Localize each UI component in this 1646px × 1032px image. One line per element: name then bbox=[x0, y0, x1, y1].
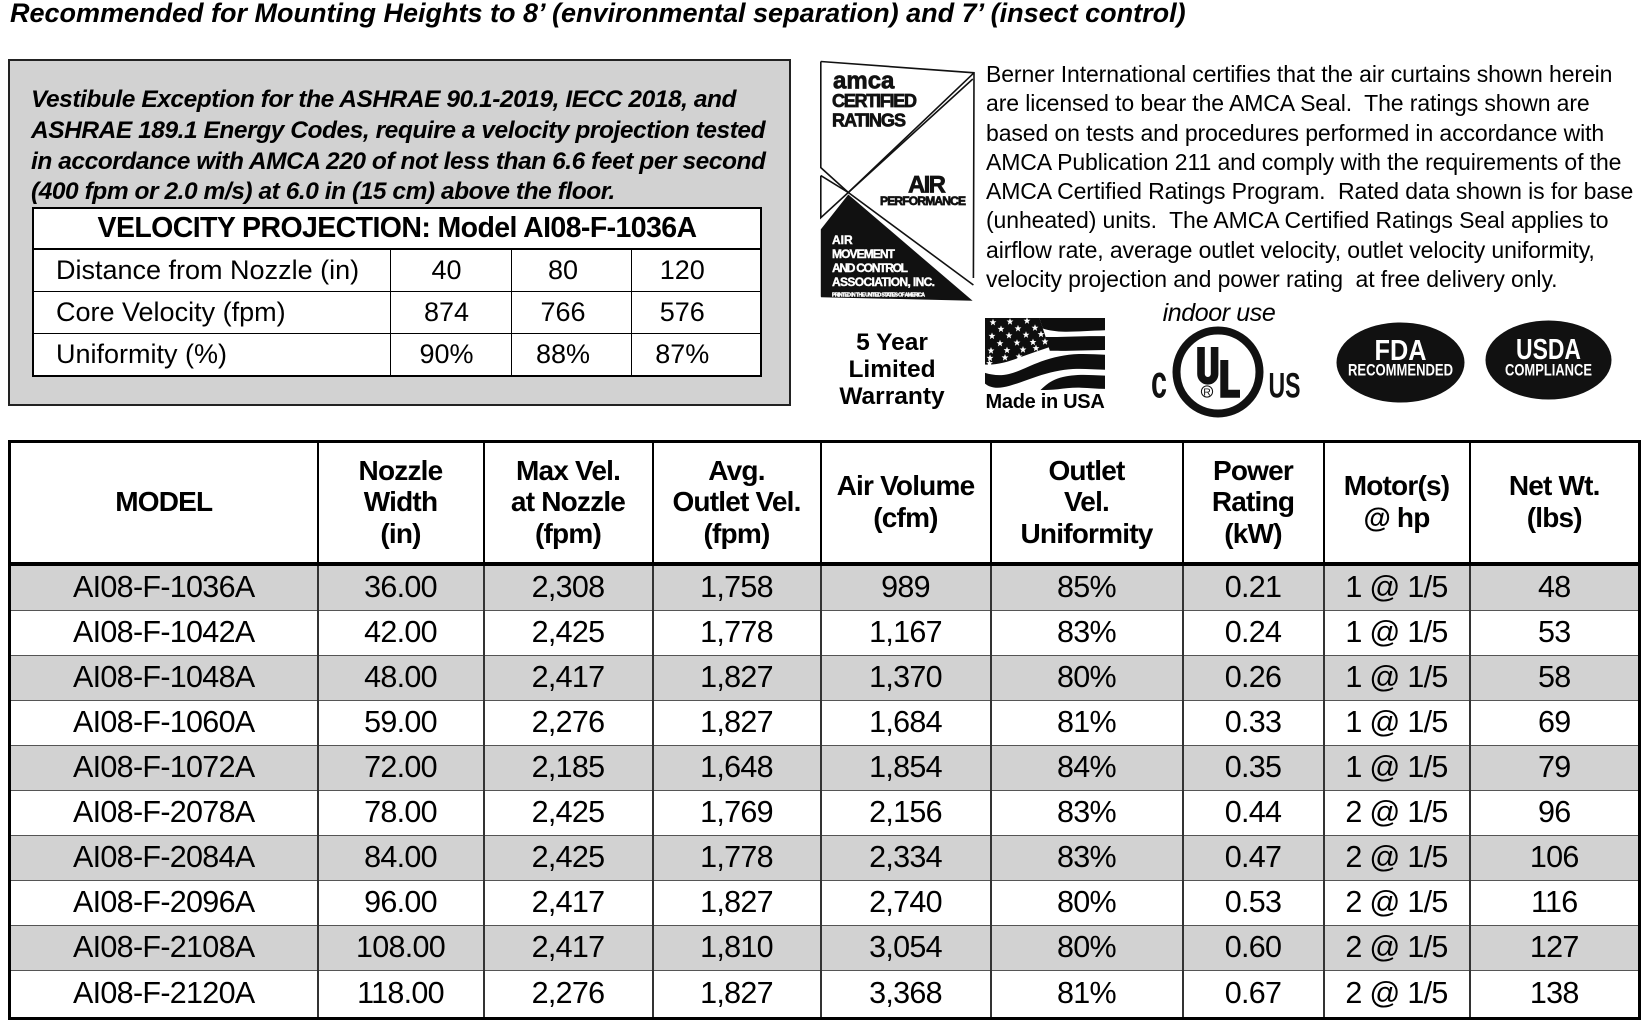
svg-text:R: R bbox=[1203, 386, 1211, 398]
svg-text:CERTIFIED: CERTIFIED bbox=[832, 91, 917, 111]
svg-text:amca: amca bbox=[833, 68, 895, 95]
svg-text:PRINTED IN THE UNITED STATES O: PRINTED IN THE UNITED STATES OF AMERICA bbox=[832, 293, 925, 299]
svg-text:AND CONTROL: AND CONTROL bbox=[832, 261, 908, 275]
svg-text:RATINGS: RATINGS bbox=[832, 111, 906, 131]
svg-text:USDA: USDA bbox=[1516, 334, 1581, 366]
svg-text:AIR: AIR bbox=[832, 233, 853, 247]
svg-text:c: c bbox=[1151, 356, 1167, 408]
svg-text:PERFORMANCE: PERFORMANCE bbox=[880, 194, 966, 208]
svg-text:MOVEMENT: MOVEMENT bbox=[832, 247, 896, 261]
svg-text:RECOMMENDED: RECOMMENDED bbox=[1348, 362, 1453, 380]
svg-text:AIR: AIR bbox=[908, 172, 946, 199]
svg-text:COMPLIANCE: COMPLIANCE bbox=[1505, 362, 1592, 380]
svg-text:US: US bbox=[1269, 367, 1301, 406]
svg-text:ASSOCIATION, INC.: ASSOCIATION, INC. bbox=[832, 275, 935, 289]
svg-text:FDA: FDA bbox=[1375, 335, 1427, 367]
